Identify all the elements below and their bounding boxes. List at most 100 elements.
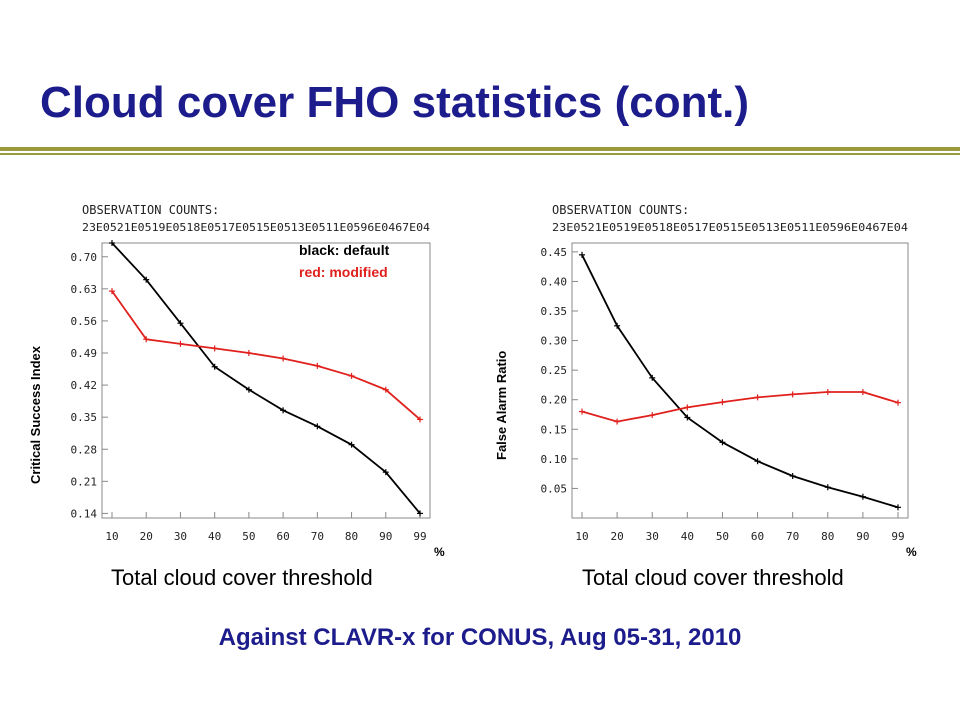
far-series-1-point <box>579 408 585 415</box>
far-chart: OBSERVATION COUNTS: 23E0521E0519E0518E051… <box>530 190 930 570</box>
far-plot-frame <box>571 242 909 519</box>
far-series-1-point <box>824 389 831 396</box>
far-series-0-point <box>649 374 656 381</box>
far-ytick-label: 0.10 <box>541 453 568 466</box>
csi-series-1-point <box>109 288 115 295</box>
csi-x-unit: % <box>434 545 445 559</box>
far-ytick-label: 0.35 <box>541 305 568 318</box>
far-series-0-point <box>754 458 761 465</box>
csi-plot-frame <box>101 242 431 519</box>
far-xtick-label: 50 <box>716 530 729 543</box>
csi-series-1-point <box>314 362 321 369</box>
csi-y-axis-label: Critical Success Index <box>28 345 43 484</box>
csi-series-1-point <box>348 372 355 379</box>
far-x-axis-label: Total cloud cover threshold <box>582 565 844 590</box>
far-series-0-point <box>614 322 621 329</box>
far-xtick-label: 30 <box>646 530 659 543</box>
csi-xtick-label: 50 <box>242 530 255 543</box>
far-xtick-label: 80 <box>821 530 834 543</box>
csi-series-1-line <box>111 290 421 421</box>
far-series-1-point <box>649 412 656 419</box>
csi-series-0-point <box>109 240 115 246</box>
csi-xtick-label: 99 <box>413 530 426 543</box>
csi-series-0-point <box>314 423 321 430</box>
far-series-1-point <box>789 391 796 398</box>
csi-ytick-label: 0.42 <box>71 379 98 392</box>
far-ytick-label: 0.30 <box>541 335 568 348</box>
far-y-axis-label: False Alarm Ratio <box>494 350 509 460</box>
far-counts-title: OBSERVATION COUNTS: <box>552 203 689 217</box>
csi-ytick-label: 0.35 <box>71 411 98 424</box>
csi-series-0-point <box>177 320 184 327</box>
csi-counts-values: 23E0521E0519E0518E0517E0515E0513E0511E05… <box>82 221 430 234</box>
csi-xtick-label: 10 <box>105 530 118 543</box>
csi-series-1-point <box>382 386 389 393</box>
legend-default: black: default <box>299 242 390 258</box>
far-xtick-label: 20 <box>610 530 623 543</box>
far-xtick-label: 90 <box>856 530 869 543</box>
far-series-1-point <box>684 404 691 411</box>
csi-xtick-label: 90 <box>379 530 392 543</box>
legend-modified: red: modified <box>299 264 388 280</box>
csi-ytick-label: 0.56 <box>71 315 98 328</box>
far-counts-values: 23E0521E0519E0518E0517E0515E0513E0511E05… <box>552 221 908 234</box>
far-xtick-label: 99 <box>891 530 904 543</box>
csi-series-1-point <box>177 340 184 347</box>
far-series-0-line <box>581 254 899 509</box>
page-title: Cloud cover FHO statistics (cont.) <box>40 78 749 127</box>
far-series-0-point <box>824 484 831 491</box>
csi-xtick-label: 40 <box>208 530 221 543</box>
far-series-1-point <box>614 418 621 425</box>
far-series-1-line <box>581 391 899 423</box>
csi-series-1-point <box>417 416 423 423</box>
csi-xtick-label: 60 <box>276 530 289 543</box>
csi-series-1-point <box>280 355 287 362</box>
csi-series-0-point <box>382 469 389 476</box>
csi-ytick-label: 0.49 <box>71 347 98 360</box>
csi-xtick-label: 20 <box>140 530 153 543</box>
far-ytick-label: 0.45 <box>541 246 568 259</box>
csi-series-0-point <box>245 386 252 393</box>
far-ytick-label: 0.25 <box>541 364 568 377</box>
csi-ytick-label: 0.21 <box>71 475 98 488</box>
csi-xtick-label: 80 <box>345 530 358 543</box>
far-series-1-point <box>754 394 761 401</box>
far-series-0-point <box>684 414 691 421</box>
title-rule-thin <box>0 153 960 155</box>
csi-ytick-label: 0.70 <box>71 251 98 264</box>
far-ytick-label: 0.20 <box>541 394 568 407</box>
far-xtick-label: 40 <box>681 530 694 543</box>
slide-subtitle: Against CLAVR-x for CONUS, Aug 05-31, 20… <box>218 624 742 651</box>
far-ytick-label: 0.40 <box>541 275 568 288</box>
csi-xtick-label: 30 <box>174 530 187 543</box>
far-ytick-label: 0.05 <box>541 482 568 495</box>
csi-series-0-point <box>348 441 355 448</box>
far-series-1-point <box>895 399 901 406</box>
csi-ytick-label: 0.28 <box>71 443 98 456</box>
far-xtick-label: 60 <box>751 530 764 543</box>
csi-xtick-label: 70 <box>311 530 324 543</box>
far-series-0-point <box>895 504 901 511</box>
csi-series-0-point <box>280 407 287 414</box>
title-rule <box>0 147 960 151</box>
far-series-1-point <box>719 399 726 406</box>
far-series-1-point <box>859 389 866 396</box>
far-series-0-point <box>859 493 866 500</box>
csi-series-0-point <box>417 510 423 517</box>
csi-x-axis-label: Total cloud cover threshold <box>111 565 373 590</box>
far-x-unit: % <box>906 545 917 559</box>
csi-ytick-label: 0.14 <box>71 507 98 520</box>
far-xtick-label: 70 <box>786 530 799 543</box>
far-ytick-label: 0.15 <box>541 423 568 436</box>
far-xtick-label: 10 <box>575 530 588 543</box>
csi-series-1-point <box>143 336 150 343</box>
csi-ytick-label: 0.63 <box>71 283 98 296</box>
far-series-0-point <box>579 251 585 258</box>
csi-counts-title: OBSERVATION COUNTS: <box>82 203 219 217</box>
csi-series-1-point <box>245 350 252 356</box>
csi-series-0-point <box>143 276 150 283</box>
csi-series-1-point <box>211 345 218 352</box>
csi-series-0-line <box>111 242 421 514</box>
far-series-0-point <box>719 439 726 446</box>
csi-chart: OBSERVATION COUNTS: 23E0521E0519E0518E051… <box>60 190 450 570</box>
